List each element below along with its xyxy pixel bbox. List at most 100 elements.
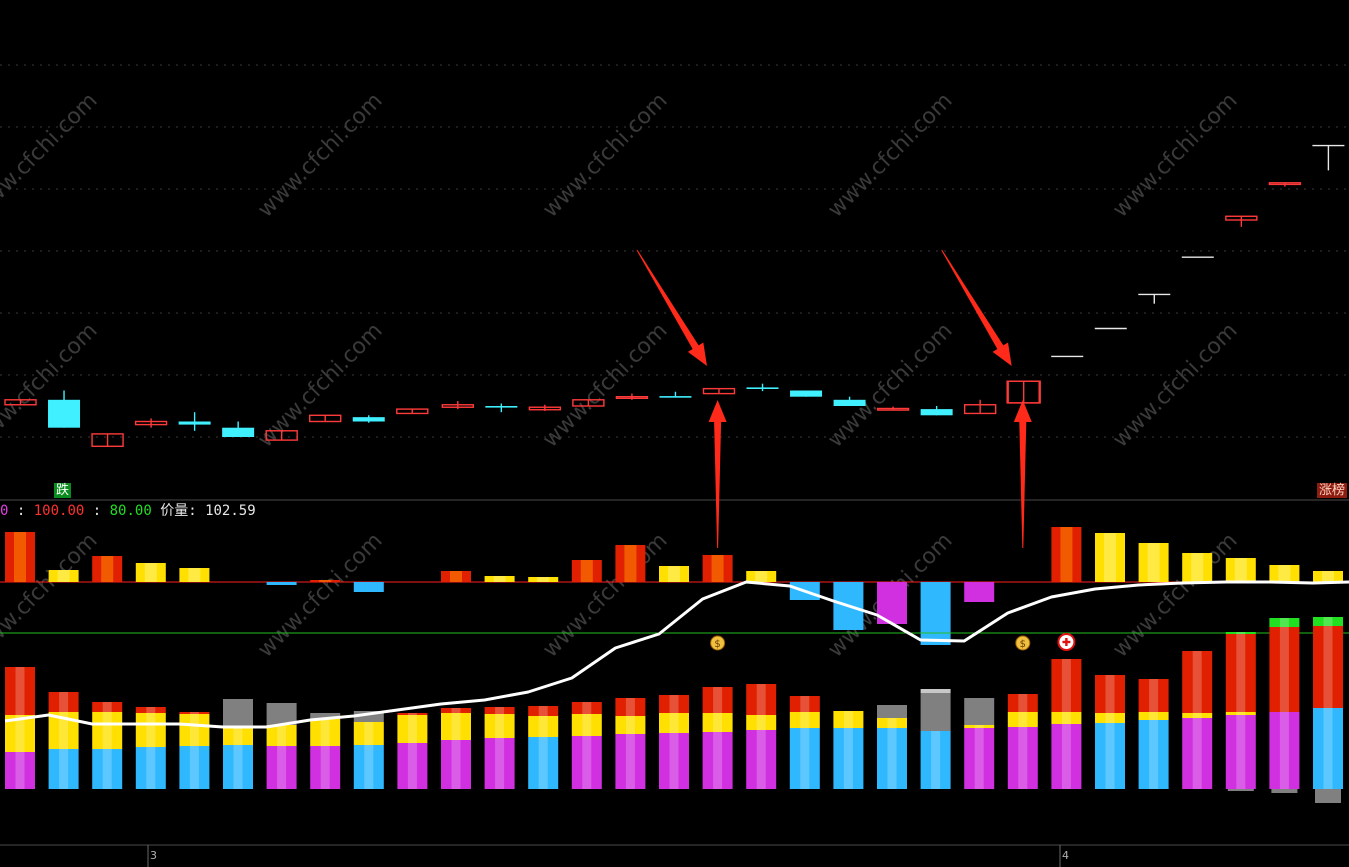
candle-body <box>352 417 385 422</box>
lower-oscillator-segment <box>877 718 907 728</box>
candle-body <box>396 408 429 415</box>
lower-oscillator-segment <box>789 712 820 728</box>
lower-oscillator-segment <box>1313 626 1343 708</box>
indicator-separator: : <box>8 503 34 519</box>
lower-oscillator-segment-highlight <box>59 692 69 712</box>
candle-body <box>746 387 779 389</box>
lower-oscillator-segment <box>441 713 471 740</box>
upper-oscillator-bar-highlight <box>668 566 680 582</box>
lower-oscillator-segment-highlight <box>146 713 156 747</box>
lower-oscillator-segment <box>48 692 79 712</box>
upper-oscillator-bar-highlight <box>1060 527 1073 582</box>
lower-oscillator-segment-highlight <box>364 722 374 745</box>
lower-oscillator-segment <box>659 695 689 713</box>
candle-body <box>91 433 124 447</box>
lower-oscillator-segment <box>615 716 646 734</box>
lower-oscillator-segment-highlight <box>713 713 723 732</box>
lower-oscillator-segment <box>789 696 820 712</box>
upper-oscillator-bar-highlight <box>144 563 157 582</box>
candle-body <box>920 409 953 416</box>
upper-oscillator-bar-highlight <box>1147 543 1160 582</box>
time-axis-label: 4 <box>1062 849 1069 862</box>
signal-marker-layer: $ $ <box>710 633 1076 651</box>
upper-oscillator-bar-highlight <box>319 580 332 582</box>
lower-oscillator-segment-highlight <box>146 707 156 713</box>
lower-oscillator-segment-highlight <box>1236 712 1246 715</box>
lower-oscillator-segment-highlight <box>451 708 461 713</box>
lower-oscillator-segment <box>1225 712 1256 715</box>
lower-oscillator-segment <box>353 745 384 789</box>
lower-oscillator-segment-highlight <box>669 695 679 713</box>
lower-oscillator-segment-highlight <box>1323 617 1333 626</box>
lower-oscillator-segment <box>964 728 995 789</box>
lower-oscillator-segment-highlight <box>1061 712 1071 724</box>
lower-oscillator-segment <box>1315 789 1341 803</box>
lower-oscillator-segment-highlight <box>1018 727 1028 789</box>
lower-oscillator-segment <box>1313 617 1343 626</box>
indicator-value-3: 102.59 <box>205 503 256 519</box>
lower-oscillator-segment <box>48 749 79 789</box>
watermark-text: www.cfchi.com <box>823 318 957 452</box>
lower-oscillator-segment <box>92 702 123 712</box>
candle-body <box>615 396 649 400</box>
lower-oscillator-segment <box>397 743 428 789</box>
moneybag-icon-glyph: $ <box>1020 639 1026 650</box>
lower-oscillator-segment-highlight <box>756 684 766 715</box>
annotation-arrow <box>1013 400 1032 548</box>
lower-oscillator-segment-highlight <box>931 731 941 789</box>
lower-oscillator-segment-highlight <box>1192 713 1202 718</box>
lower-oscillator-segment <box>746 715 777 730</box>
lower-oscillator-segment <box>1269 712 1300 789</box>
lower-oscillator-segment <box>223 699 253 726</box>
annotation-arrow <box>708 400 727 548</box>
lower-oscillator-segment <box>920 693 951 731</box>
upper-oscillator-bar-highlight <box>711 555 724 582</box>
lower-oscillator-segment-highlight <box>364 745 374 789</box>
lower-oscillator-segment <box>877 728 907 789</box>
trend-line <box>4 580 1349 729</box>
lower-oscillator-segment <box>659 713 689 733</box>
lower-oscillator-segment-highlight <box>407 715 417 743</box>
lower-oscillator-segment-highlight <box>538 706 548 716</box>
lower-oscillator-segment <box>179 712 210 714</box>
lower-oscillator-segment-highlight <box>582 736 592 789</box>
lower-oscillator-segment <box>1138 720 1169 789</box>
candle-body <box>963 404 997 415</box>
lower-oscillator-segment-highlight <box>15 752 25 789</box>
annotation-arrow <box>636 249 707 366</box>
lower-oscillator-segment-highlight <box>1279 712 1289 789</box>
candle-body <box>4 399 37 406</box>
upper-oscillator-bar-highlight <box>188 568 201 582</box>
lower-oscillator-segment <box>1227 789 1254 791</box>
lower-oscillator-segment <box>1313 708 1343 789</box>
lower-oscillator-segment <box>702 687 733 713</box>
indicator-readout: 0 : 100.00 : 80.00 价量: 102.59 <box>0 503 256 520</box>
lower-oscillator-segment <box>92 749 123 789</box>
lower-oscillator-segment-highlight <box>800 712 810 728</box>
moneybag-icon-glyph: $ <box>714 639 720 650</box>
indicator-label: 价量: <box>151 503 206 519</box>
lower-oscillator-segment <box>266 746 297 789</box>
watermark-text: www.cfchi.com <box>253 528 387 662</box>
lower-oscillator-segment-highlight <box>189 746 199 789</box>
lower-oscillator-segment-highlight <box>495 707 505 714</box>
lower-oscillator-segment <box>833 711 864 728</box>
lower-oscillator-segment <box>266 703 297 725</box>
upper-oscillator-bar-highlight <box>1322 571 1334 582</box>
lower-oscillator-segment-highlight <box>1105 675 1115 713</box>
candle-body <box>134 420 168 426</box>
watermark-text: www.cfchi.com <box>0 318 103 452</box>
lower-oscillator-segment <box>1182 713 1213 718</box>
watermark-text: www.cfchi.com <box>538 318 672 452</box>
lower-oscillator-segment <box>964 725 995 728</box>
lower-oscillator-segment <box>266 725 297 746</box>
upper-oscillator-bar-highlight <box>57 570 70 582</box>
lower-oscillator-segment <box>1051 659 1082 712</box>
candle-body <box>485 406 518 408</box>
lower-oscillator-segment <box>135 707 166 713</box>
indicator-value-2: 80.00 <box>109 503 152 519</box>
up-ranking-badge[interactable]: 涨榜 <box>1316 483 1347 498</box>
lower-oscillator-segment-highlight <box>407 713 417 715</box>
lower-oscillator-segment-highlight <box>1323 626 1333 708</box>
